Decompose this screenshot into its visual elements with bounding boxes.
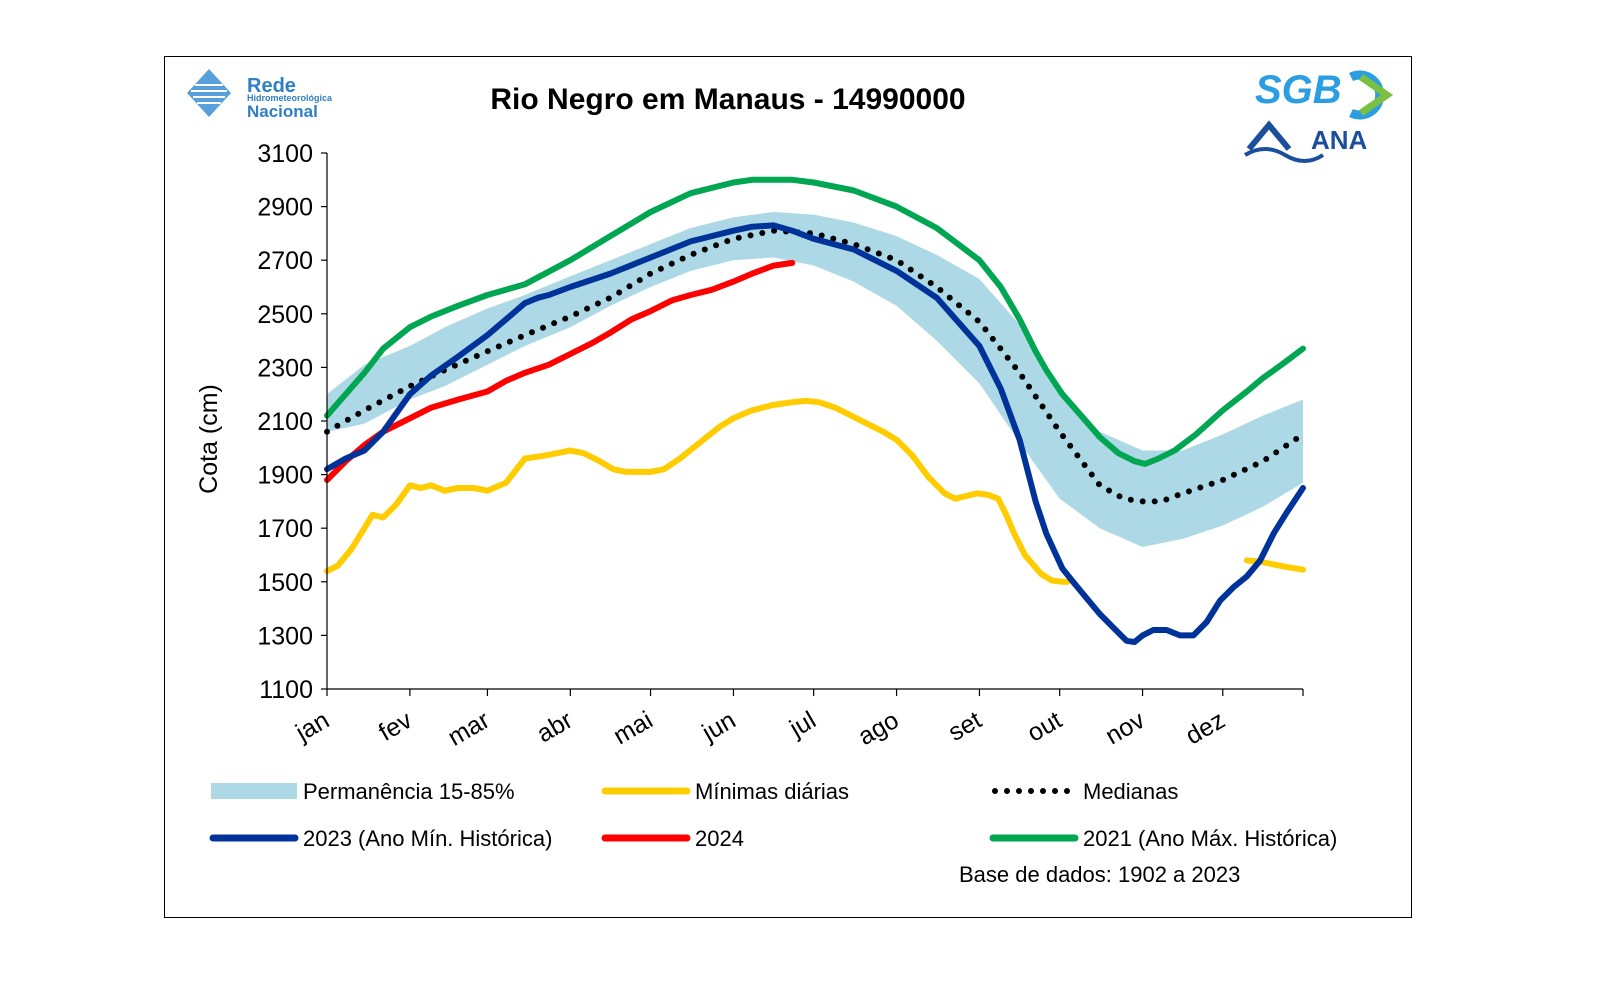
y-tick-label: 1300 xyxy=(257,622,313,650)
rede-logo-line2: Hidrometeorológica xyxy=(247,93,333,103)
y-tick-label: 1700 xyxy=(257,515,313,543)
series-2023-line xyxy=(324,222,1306,646)
rede-hidrometeorologica-logo-icon xyxy=(187,69,231,117)
legend-label: 2021 (Ano Máx. Histórica) xyxy=(1083,826,1337,851)
rede-logo-line1: Rede xyxy=(247,75,296,97)
sgb-logo-text: SGB xyxy=(1255,68,1342,112)
chart-frame: Rede Hidrometeorológica Nacional SGB ANA… xyxy=(164,56,1412,918)
legend: Permanência 15-85% Mínimas diárias Mediana… xyxy=(209,779,1337,851)
x-tick-label-mar: mar xyxy=(443,706,494,752)
x-tick-label-nov: nov xyxy=(1101,706,1150,751)
ana-logo-icon xyxy=(1243,120,1325,163)
sgb-logo-icon xyxy=(1349,70,1394,120)
permanence-band-layer xyxy=(327,211,1303,547)
rede-hidrometeorologica-logo: Rede Hidrometeorológica Nacional xyxy=(187,69,333,121)
legend-label: 2023 (Ano Mín. Histórica) xyxy=(303,826,552,851)
legend-key-permanencia xyxy=(211,783,297,799)
legend-label: Mínimas diárias xyxy=(695,779,849,804)
y-tick-label: 2900 xyxy=(257,194,313,222)
y-tick-label: 3100 xyxy=(257,140,313,168)
series-minimas-diarias-line xyxy=(324,397,1071,585)
permanence-band xyxy=(327,211,1303,547)
x-tick-label-abr: abr xyxy=(532,706,577,748)
sgb-logo: SGB xyxy=(1255,68,1394,120)
y-tick-label: 1900 xyxy=(257,462,313,490)
x-tick-label-out: out xyxy=(1023,706,1067,748)
legend-label: Medianas xyxy=(1083,779,1178,804)
y-tick-label: 1500 xyxy=(257,569,313,597)
x-tick-label-jan: jan xyxy=(290,706,334,747)
y-tick-label: 2500 xyxy=(257,301,313,329)
chart-title: Rio Negro em Manaus - 14990000 xyxy=(490,83,965,116)
y-tick-label: 1100 xyxy=(259,676,313,704)
series-layer xyxy=(324,176,1306,646)
y-tick-label: 2300 xyxy=(257,354,313,382)
x-tick-label-dez: dez xyxy=(1181,706,1230,750)
y-tick-label: 2100 xyxy=(257,408,313,436)
chart-canvas: Rede Hidrometeorológica Nacional SGB ANA… xyxy=(187,68,1394,887)
x-tick-label-fev: fev xyxy=(374,706,417,747)
series-medianas-line xyxy=(324,227,1306,505)
series-2021-line xyxy=(324,176,1306,467)
series-2024-line xyxy=(324,259,796,483)
x-tick-label-mai: mai xyxy=(609,706,658,750)
rede-logo-line3: Nacional xyxy=(247,102,318,121)
ana-logo: ANA xyxy=(1243,120,1368,163)
ana-logo-text: ANA xyxy=(1311,125,1368,155)
footer-note: Base de dados: 1902 a 2023 xyxy=(959,862,1240,887)
legend-label: Permanência 15-85% xyxy=(303,779,515,804)
x-tick-label-ago: ago xyxy=(853,706,903,751)
legend-label: 2024 xyxy=(695,826,744,851)
x-tick-label-set: set xyxy=(944,706,987,747)
x-tick-label-jul: jul xyxy=(784,706,821,743)
x-tick-label-jun: jun xyxy=(697,706,741,747)
y-axis-title: Cota (cm) xyxy=(195,384,223,494)
y-tick-label: 2700 xyxy=(257,247,313,275)
